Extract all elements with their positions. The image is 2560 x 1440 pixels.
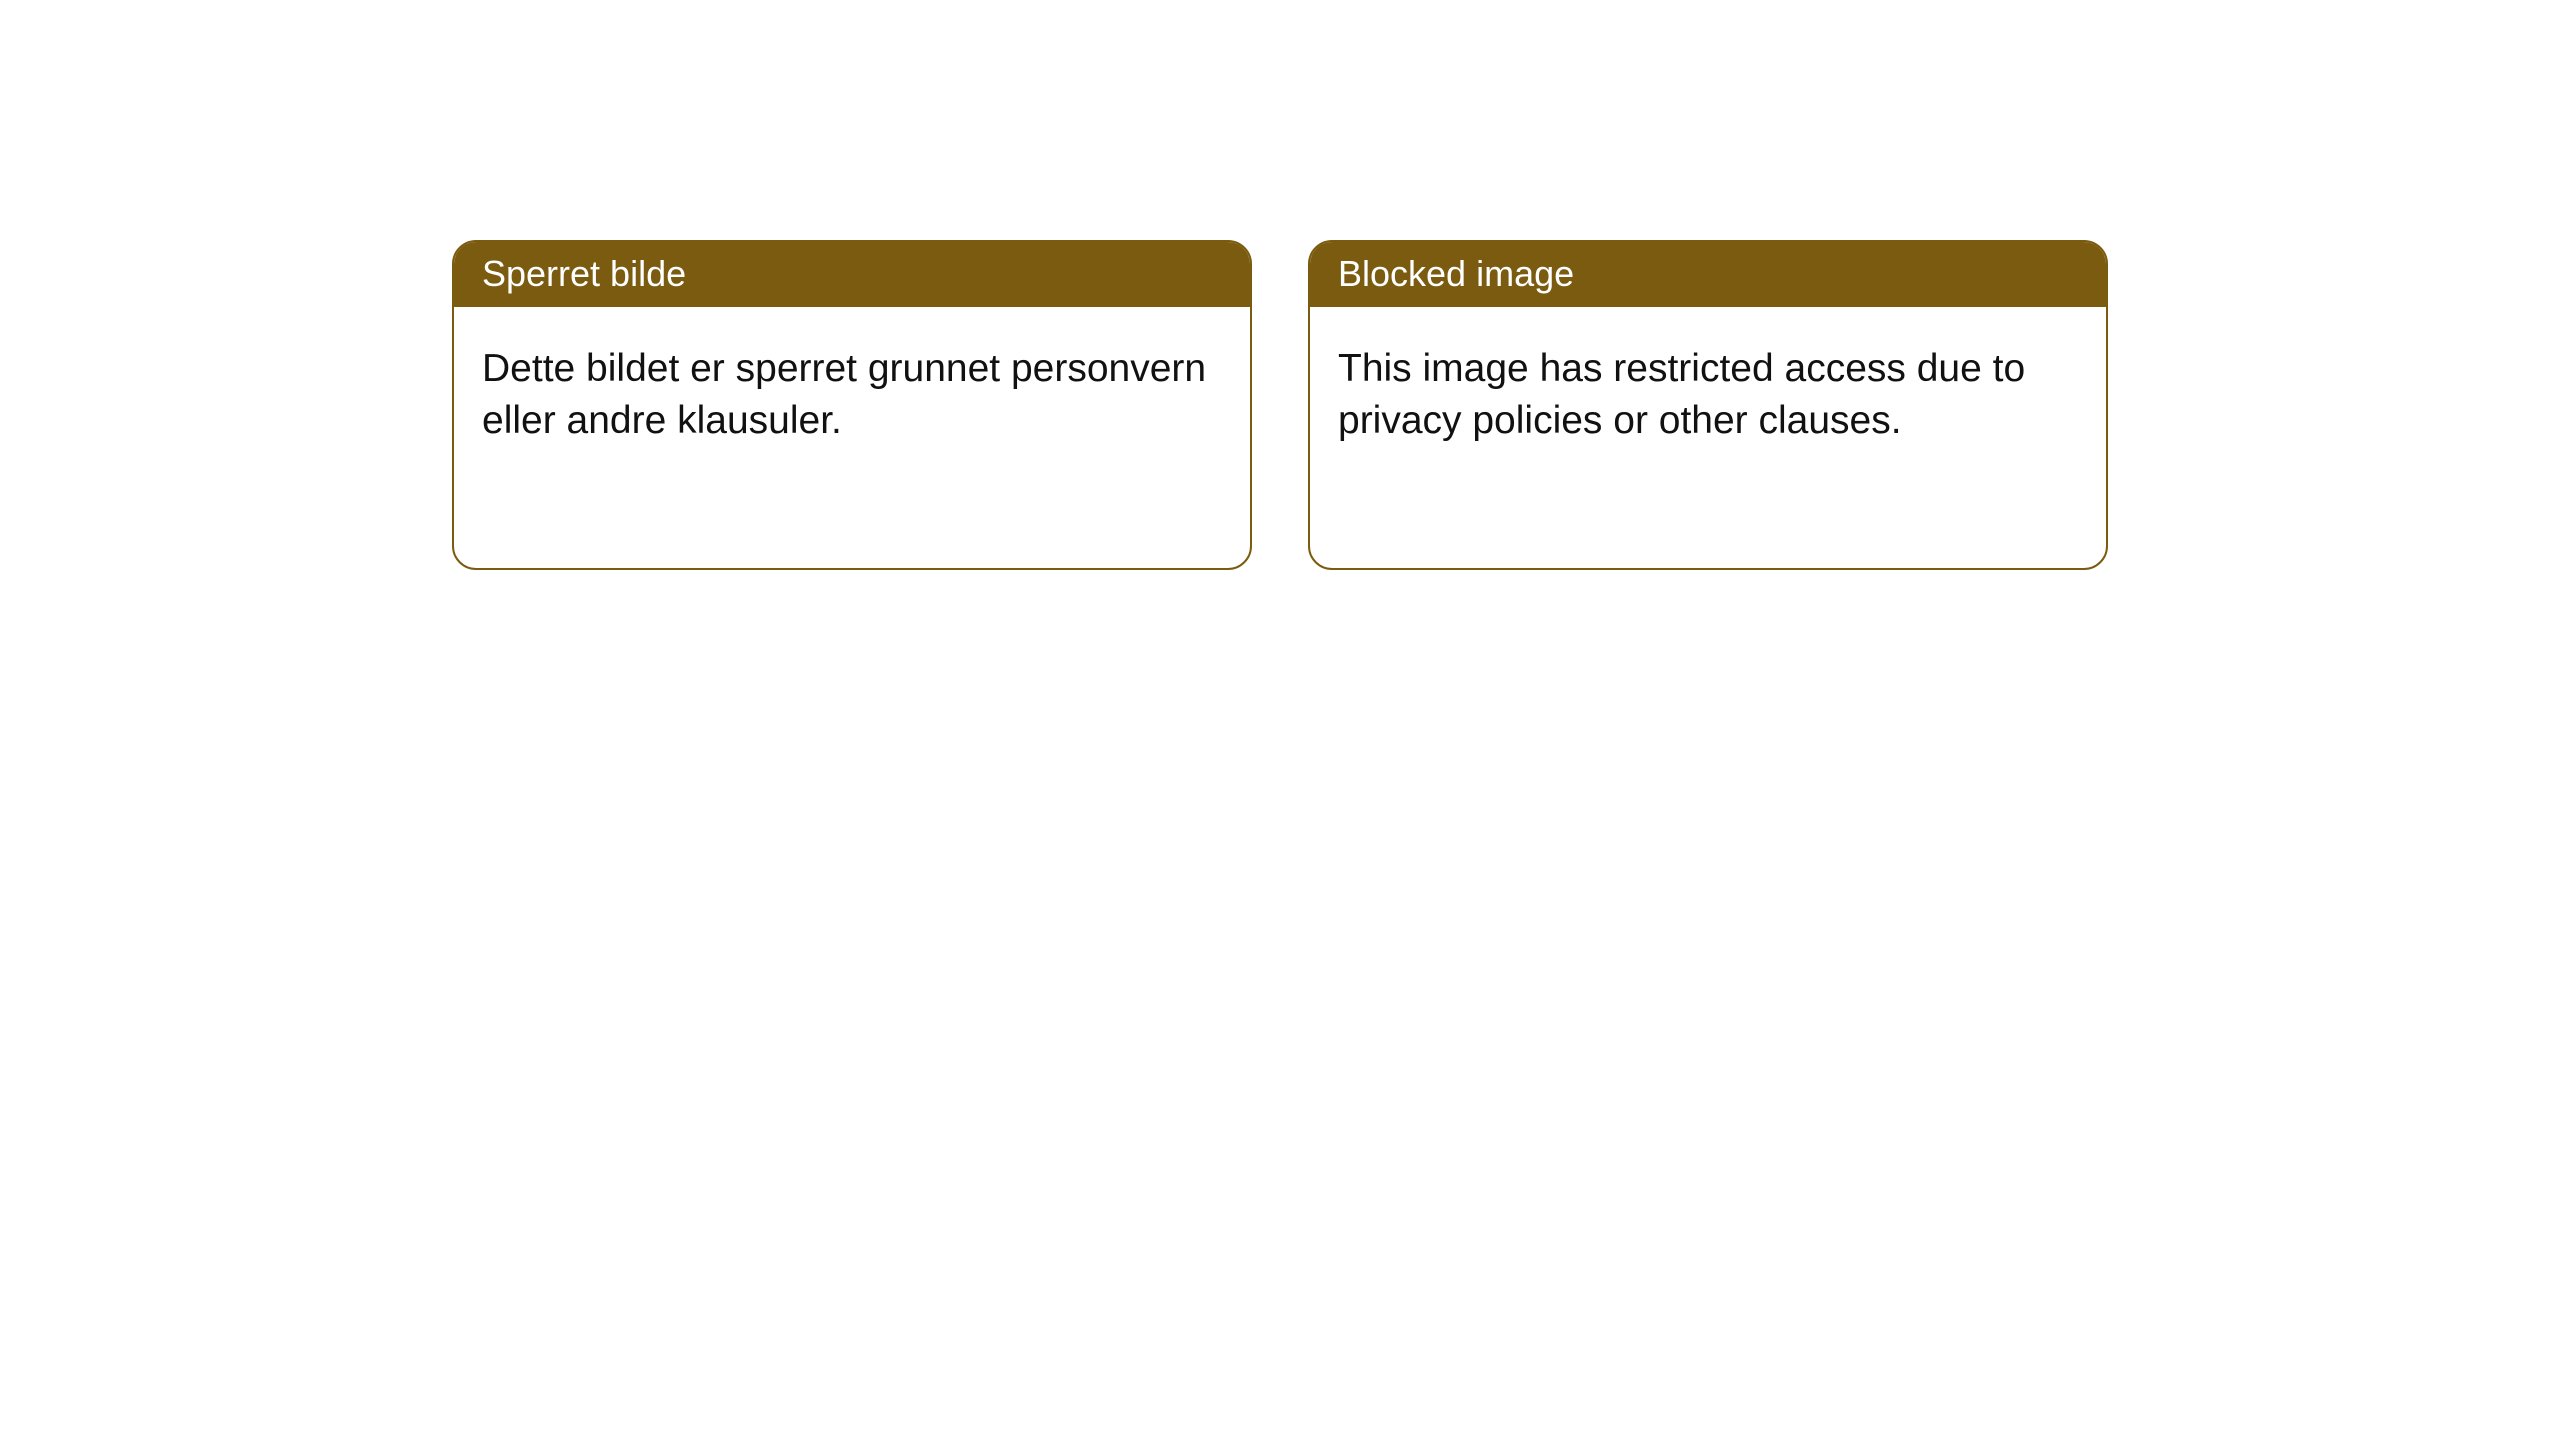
card-body: This image has restricted access due to …: [1310, 307, 2106, 482]
blocked-image-card-no: Sperret bilde Dette bildet er sperret gr…: [452, 240, 1252, 570]
blocked-image-card-en: Blocked image This image has restricted …: [1308, 240, 2108, 570]
card-body: Dette bildet er sperret grunnet personve…: [454, 307, 1250, 482]
card-header: Blocked image: [1310, 242, 2106, 307]
card-header: Sperret bilde: [454, 242, 1250, 307]
